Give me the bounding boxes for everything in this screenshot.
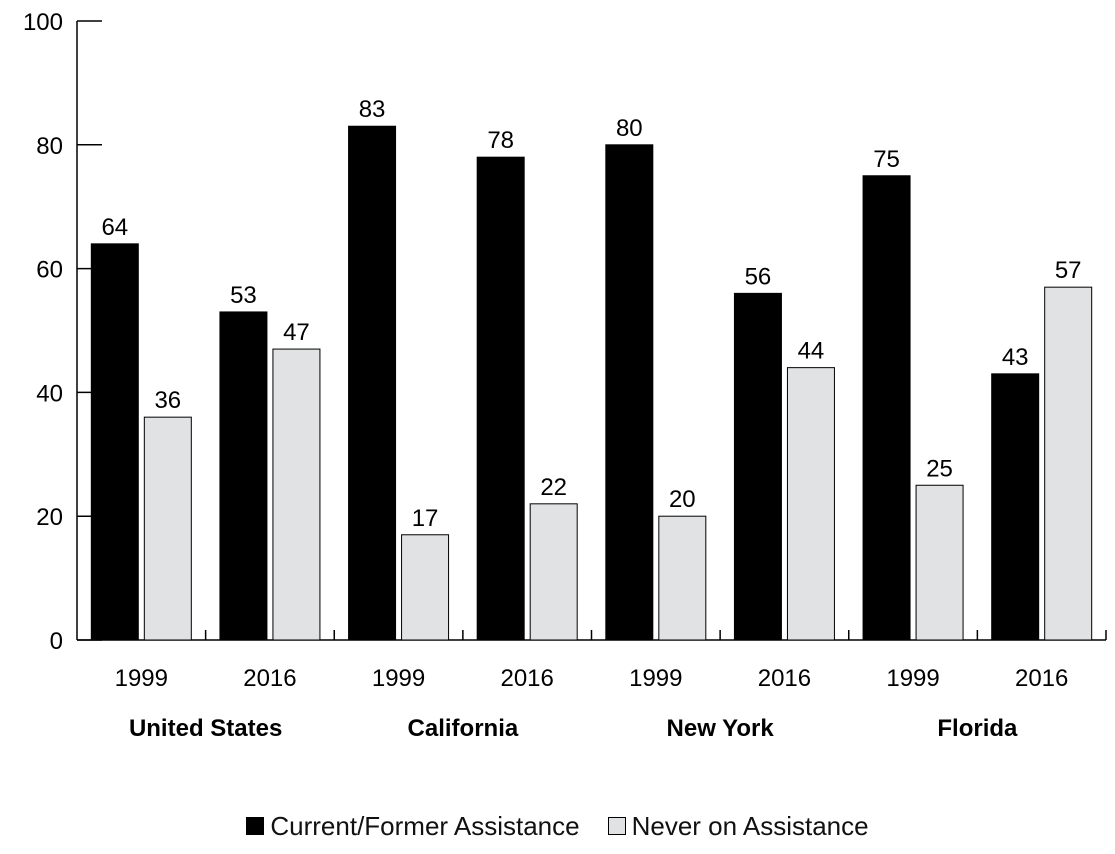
bar-current-former	[348, 125, 397, 641]
legend-item-never: Never on Assistance	[607, 810, 869, 842]
legend-item-current-former: Current/Former Assistance	[246, 810, 580, 842]
y-tick-label: 0	[50, 628, 63, 655]
group-label: California	[408, 715, 519, 742]
data-label: 17	[412, 505, 439, 532]
data-label: 25	[926, 455, 953, 482]
data-label: 36	[154, 387, 181, 414]
group-label: New York	[667, 715, 775, 742]
data-label: 22	[540, 474, 567, 501]
y-tick-label: 100	[23, 9, 63, 36]
bar-never	[529, 503, 578, 641]
bar-current-former	[476, 156, 525, 641]
y-tick-label: 40	[36, 380, 63, 407]
bar-current-former	[90, 243, 139, 641]
legend-label-current-former: Current/Former Assistance	[270, 810, 580, 841]
bars	[90, 125, 1093, 641]
legend-swatch-never	[607, 817, 626, 835]
y-tick-label: 20	[36, 504, 63, 531]
bar-never	[143, 416, 192, 641]
y-tick-label: 60	[36, 257, 63, 284]
y-tick-label: 80	[36, 133, 63, 160]
data-label: 20	[669, 486, 696, 513]
bar-never	[1044, 286, 1093, 641]
legend: Current/Former Assistance Never on Assis…	[0, 806, 1115, 846]
x-tick-label: 2016	[500, 665, 553, 692]
x-tick-label: 2016	[1015, 665, 1068, 692]
bar-current-former	[862, 175, 911, 641]
data-label: 75	[873, 146, 900, 173]
data-labels: 64 36 53 47 83 17 78 22 80 20 56 44 75 25 43 57	[101, 96, 1081, 532]
x-tick-label: 1999	[629, 665, 682, 692]
bar-current-former	[219, 311, 268, 641]
data-label: 80	[616, 115, 643, 142]
legend-swatch-current-former	[246, 817, 265, 835]
data-label: 44	[798, 338, 825, 365]
data-label: 64	[101, 214, 128, 241]
group-label: Florida	[937, 715, 1018, 742]
bar-never	[786, 367, 835, 641]
x-tick-label: 1999	[372, 665, 425, 692]
x-tick-label: 2016	[758, 665, 811, 692]
legend-label-never: Never on Assistance	[631, 810, 869, 841]
bar-current-former	[605, 144, 654, 641]
data-label: 78	[487, 127, 514, 154]
x-tick-label: 1999	[115, 665, 168, 692]
data-label: 43	[1002, 344, 1029, 371]
x-tick-label: 2016	[243, 665, 296, 692]
data-label: 57	[1055, 257, 1082, 284]
x-tick-label: 1999	[886, 665, 939, 692]
bar-current-former	[991, 373, 1040, 641]
data-label: 53	[230, 282, 257, 309]
bar-current-former	[733, 292, 782, 641]
bar-never	[401, 534, 450, 641]
data-label: 83	[359, 96, 386, 123]
bar-never	[272, 348, 321, 641]
group-label: United States	[129, 715, 282, 742]
data-label: 47	[283, 319, 310, 346]
data-label: 56	[745, 263, 772, 290]
bar-never	[915, 484, 964, 641]
bar-never	[658, 515, 707, 641]
